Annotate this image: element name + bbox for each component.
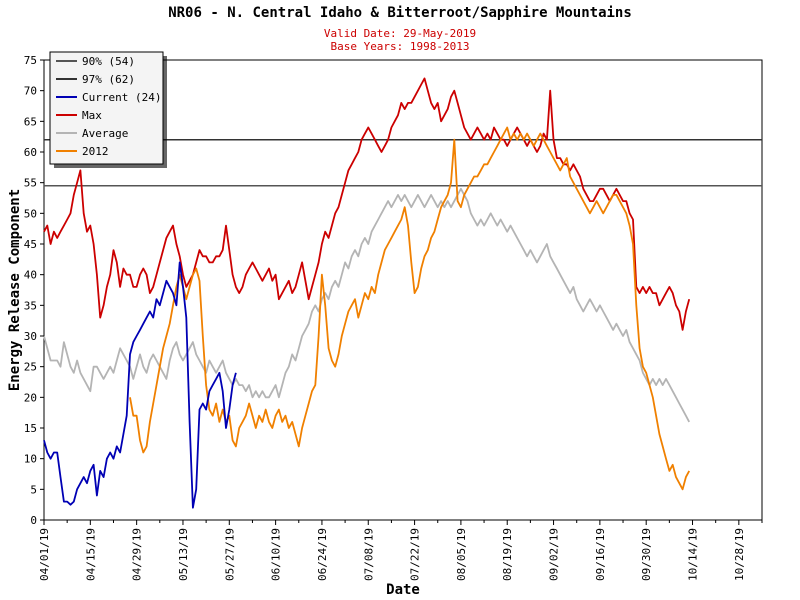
x-tick-label: 10/14/19 bbox=[687, 528, 700, 581]
x-tick-label: 04/29/19 bbox=[131, 528, 144, 581]
y-tick-label: 40 bbox=[24, 269, 37, 282]
y-axis: 0 5 10 15 20 25 30 35 40 45 50 55 60 65 70 75 bbox=[24, 54, 44, 527]
y-tick-label: 0 bbox=[30, 514, 37, 527]
x-axis: 04/01/19 04/15/19 04/29/19 05/13/19 05/27/19… bbox=[38, 520, 763, 581]
x-tick-label: 06/24/19 bbox=[316, 528, 329, 581]
x-tick-label: 05/27/19 bbox=[223, 528, 236, 581]
legend-label: 90% (54) bbox=[82, 55, 135, 68]
y-tick-label: 65 bbox=[24, 115, 37, 128]
y-tick-label: 60 bbox=[24, 146, 37, 159]
y-tick-label: 10 bbox=[24, 453, 37, 466]
chart-subtitle-valid-date: Valid Date: 29-May-2019 bbox=[323, 27, 477, 40]
x-tick-label: 05/13/19 bbox=[177, 528, 190, 581]
y-tick-label: 30 bbox=[24, 330, 37, 343]
legend-label: 2012 bbox=[82, 145, 109, 158]
x-tick-label: 04/15/19 bbox=[84, 528, 97, 581]
series-line bbox=[43, 187, 690, 423]
x-tick-label: 09/16/19 bbox=[594, 528, 607, 581]
legend-box bbox=[49, 51, 164, 165]
y-tick-label: 50 bbox=[24, 207, 37, 220]
legend-label: Max bbox=[82, 109, 102, 122]
x-tick-label: 07/22/19 bbox=[409, 528, 422, 581]
x-tick-label: 06/10/19 bbox=[270, 528, 283, 581]
y-tick-label: 25 bbox=[24, 361, 37, 374]
legend-label: Average bbox=[82, 127, 128, 140]
x-tick-label: 10/28/19 bbox=[733, 528, 746, 581]
y-tick-label: 45 bbox=[24, 238, 37, 251]
y-tick-label: 20 bbox=[24, 391, 37, 404]
y-tick-label: 75 bbox=[24, 54, 37, 67]
legend-label: Current (24) bbox=[82, 91, 161, 104]
series-line bbox=[129, 126, 690, 491]
y-tick-label: 35 bbox=[24, 299, 37, 312]
plot-area bbox=[43, 59, 763, 521]
x-tick-label: 09/02/19 bbox=[548, 528, 561, 581]
x-tick-label: 04/01/19 bbox=[38, 528, 51, 581]
y-tick-label: 15 bbox=[24, 422, 37, 435]
y-axis-label: Energy Release Component bbox=[7, 189, 23, 391]
x-tick-label: 09/30/19 bbox=[640, 528, 653, 581]
y-tick-label: 5 bbox=[30, 483, 37, 496]
chart-title: NR06 - N. Central Idaho & Bitterroot/Sap… bbox=[168, 5, 632, 21]
series-line bbox=[43, 77, 691, 331]
series-lines bbox=[43, 77, 691, 509]
chart-subtitle-base-years: Base Years: 1998-2013 bbox=[330, 40, 470, 53]
legend: 90% (54) 97% (62) Current (24) Max Average 20… bbox=[49, 51, 167, 168]
x-axis-label: Date bbox=[386, 582, 420, 598]
y-tick-label: 70 bbox=[24, 85, 37, 98]
series-line bbox=[43, 261, 237, 509]
x-tick-label: 08/19/19 bbox=[501, 528, 514, 581]
legend-label: 97% (62) bbox=[82, 73, 135, 86]
x-tick-label: 08/05/19 bbox=[455, 528, 468, 581]
y-tick-label: 55 bbox=[24, 177, 37, 190]
x-tick-label: 07/08/19 bbox=[362, 528, 375, 581]
